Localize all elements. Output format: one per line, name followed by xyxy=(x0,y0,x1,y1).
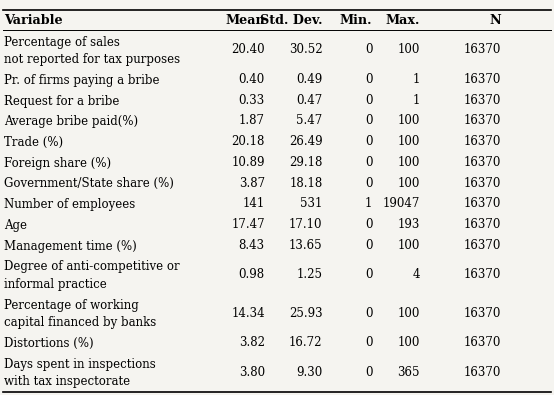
Text: informal practice: informal practice xyxy=(4,278,107,291)
Text: 3.87: 3.87 xyxy=(239,177,265,190)
Text: Percentage of working: Percentage of working xyxy=(4,299,139,312)
Text: Trade (%): Trade (%) xyxy=(4,136,64,149)
Text: 365: 365 xyxy=(397,366,420,378)
Text: 0.98: 0.98 xyxy=(239,268,265,281)
Text: 100: 100 xyxy=(398,156,420,169)
Text: 0: 0 xyxy=(365,156,372,169)
Text: with tax inspectorate: with tax inspectorate xyxy=(4,375,131,388)
Text: 9.30: 9.30 xyxy=(296,366,322,378)
Text: Age: Age xyxy=(4,219,28,232)
Text: 3.82: 3.82 xyxy=(239,336,265,349)
Text: Pr. of firms paying a bribe: Pr. of firms paying a bribe xyxy=(4,74,160,87)
Text: 0.33: 0.33 xyxy=(239,94,265,107)
Text: 100: 100 xyxy=(398,177,420,190)
Text: Std. Dev.: Std. Dev. xyxy=(260,14,322,27)
Text: 30.52: 30.52 xyxy=(289,43,322,56)
Text: 0: 0 xyxy=(365,43,372,56)
Text: Days spent in inspections: Days spent in inspections xyxy=(4,358,156,371)
Text: 0.47: 0.47 xyxy=(296,94,322,107)
Text: Min.: Min. xyxy=(340,14,372,27)
Text: 100: 100 xyxy=(398,43,420,56)
Text: 0: 0 xyxy=(365,268,372,281)
Text: 0: 0 xyxy=(365,218,372,231)
Text: 0: 0 xyxy=(365,239,372,252)
Text: 16370: 16370 xyxy=(464,135,501,148)
Text: 16370: 16370 xyxy=(464,307,501,320)
Text: 100: 100 xyxy=(398,336,420,349)
Text: 14.34: 14.34 xyxy=(231,307,265,320)
Text: 16370: 16370 xyxy=(464,366,501,378)
Text: Government/State share (%): Government/State share (%) xyxy=(4,177,175,190)
Text: 0: 0 xyxy=(365,336,372,349)
Text: 1: 1 xyxy=(413,94,420,107)
Text: 18.18: 18.18 xyxy=(289,177,322,190)
Text: 20.18: 20.18 xyxy=(232,135,265,148)
Text: 141: 141 xyxy=(243,197,265,210)
Text: Degree of anti-competitive or: Degree of anti-competitive or xyxy=(4,260,180,273)
Text: not reported for tax purposes: not reported for tax purposes xyxy=(4,53,181,66)
Text: 5.47: 5.47 xyxy=(296,115,322,128)
Text: 19047: 19047 xyxy=(383,197,420,210)
Text: Variable: Variable xyxy=(4,14,63,27)
Text: 1.25: 1.25 xyxy=(296,268,322,281)
Text: 0.40: 0.40 xyxy=(239,73,265,86)
Text: 0: 0 xyxy=(365,135,372,148)
Text: 0: 0 xyxy=(365,177,372,190)
Text: 16370: 16370 xyxy=(464,115,501,128)
Text: 29.18: 29.18 xyxy=(289,156,322,169)
Text: 20.40: 20.40 xyxy=(231,43,265,56)
Text: 17.10: 17.10 xyxy=(289,218,322,231)
Text: 1: 1 xyxy=(365,197,372,210)
Text: 0: 0 xyxy=(365,366,372,378)
Text: 16370: 16370 xyxy=(464,43,501,56)
Text: Distortions (%): Distortions (%) xyxy=(4,337,94,350)
Text: 26.49: 26.49 xyxy=(289,135,322,148)
Text: 100: 100 xyxy=(398,135,420,148)
Text: Request for a bribe: Request for a bribe xyxy=(4,94,120,107)
Text: 16370: 16370 xyxy=(464,268,501,281)
Text: 16370: 16370 xyxy=(464,177,501,190)
Text: 3.80: 3.80 xyxy=(239,366,265,378)
Text: 16370: 16370 xyxy=(464,197,501,210)
Text: 100: 100 xyxy=(398,307,420,320)
Text: 16370: 16370 xyxy=(464,336,501,349)
Text: 10.89: 10.89 xyxy=(232,156,265,169)
Text: Management time (%): Management time (%) xyxy=(4,240,137,253)
Text: 8.43: 8.43 xyxy=(239,239,265,252)
Text: Max.: Max. xyxy=(386,14,420,27)
Text: Number of employees: Number of employees xyxy=(4,198,136,211)
Text: 13.65: 13.65 xyxy=(289,239,322,252)
Text: 4: 4 xyxy=(412,268,420,281)
Text: Percentage of sales: Percentage of sales xyxy=(4,36,120,49)
Text: 17.47: 17.47 xyxy=(231,218,265,231)
Text: 16370: 16370 xyxy=(464,239,501,252)
Text: 0: 0 xyxy=(365,307,372,320)
Text: 16370: 16370 xyxy=(464,94,501,107)
Text: N: N xyxy=(490,14,501,27)
Text: 16.72: 16.72 xyxy=(289,336,322,349)
Text: 16370: 16370 xyxy=(464,73,501,86)
Text: 531: 531 xyxy=(300,197,322,210)
Text: 0: 0 xyxy=(365,115,372,128)
Text: 0.49: 0.49 xyxy=(296,73,322,86)
Text: 1.87: 1.87 xyxy=(239,115,265,128)
Text: 0: 0 xyxy=(365,94,372,107)
Text: 100: 100 xyxy=(398,115,420,128)
Text: 0: 0 xyxy=(365,73,372,86)
Text: Foreign share (%): Foreign share (%) xyxy=(4,157,111,170)
Text: 25.93: 25.93 xyxy=(289,307,322,320)
Text: 100: 100 xyxy=(398,239,420,252)
Text: 1: 1 xyxy=(413,73,420,86)
Text: Average bribe paid(%): Average bribe paid(%) xyxy=(4,115,138,128)
Text: 16370: 16370 xyxy=(464,218,501,231)
Text: 193: 193 xyxy=(398,218,420,231)
Text: capital financed by banks: capital financed by banks xyxy=(4,316,157,329)
Text: Mean: Mean xyxy=(225,14,265,27)
Text: 16370: 16370 xyxy=(464,156,501,169)
